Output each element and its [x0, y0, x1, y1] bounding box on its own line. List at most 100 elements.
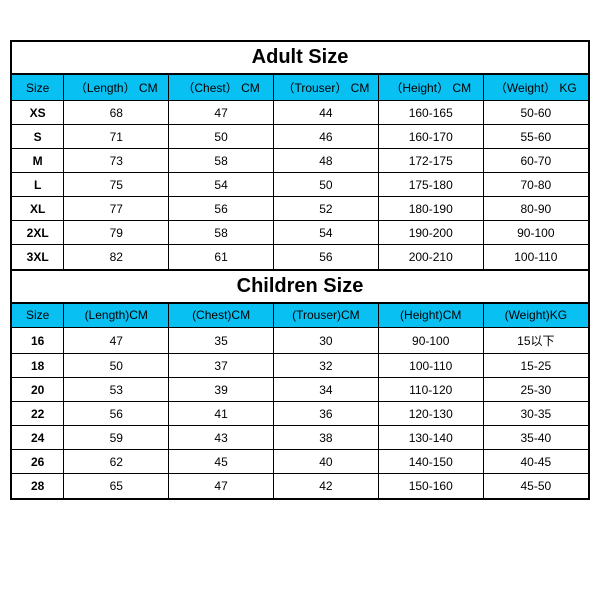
cell: 15以下 — [483, 328, 588, 354]
cell: 39 — [169, 378, 274, 402]
adult-header-row: Size （Length） CM （Chest） CM （Trouser） CM… — [12, 75, 588, 101]
cell: 62 — [64, 450, 169, 474]
cell: 175-180 — [378, 173, 483, 197]
cell: 82 — [64, 245, 169, 269]
table-row: 18503732100-11015-25 — [12, 354, 588, 378]
cell: 180-190 — [378, 197, 483, 221]
table-row: L755450175-18070-80 — [12, 173, 588, 197]
cell: 79 — [64, 221, 169, 245]
cell: 70-80 — [483, 173, 588, 197]
cell: 50 — [273, 173, 378, 197]
cell: 16 — [12, 328, 64, 354]
cell: 150-160 — [378, 474, 483, 498]
table-row: 2XL795854190-20090-100 — [12, 221, 588, 245]
col-trouser: (Trouser)CM — [273, 304, 378, 328]
col-height: （Height） CM — [378, 75, 483, 101]
cell: 22 — [12, 402, 64, 426]
cell: 90-100 — [378, 328, 483, 354]
cell: 25-30 — [483, 378, 588, 402]
col-weight: (Weight)KG — [483, 304, 588, 328]
cell: 53 — [64, 378, 169, 402]
cell: 28 — [12, 474, 64, 498]
table-row: 20533934110-12025-30 — [12, 378, 588, 402]
table-row: 1647353090-10015以下 — [12, 328, 588, 354]
adult-size-title: Adult Size — [12, 42, 588, 75]
cell: 56 — [273, 245, 378, 269]
table-row: 26624540140-15040-45 — [12, 450, 588, 474]
cell: 71 — [64, 125, 169, 149]
cell: 47 — [64, 328, 169, 354]
col-length: (Length)CM — [64, 304, 169, 328]
size-chart-page: Adult Size Size （Length） CM （Chest） CM （… — [0, 0, 600, 600]
table-row: S715046160-17055-60 — [12, 125, 588, 149]
cell: 41 — [169, 402, 274, 426]
cell: 24 — [12, 426, 64, 450]
cell: 32 — [273, 354, 378, 378]
cell: 20 — [12, 378, 64, 402]
cell: 50 — [169, 125, 274, 149]
cell: 3XL — [12, 245, 64, 269]
col-trouser: （Trouser） CM — [273, 75, 378, 101]
cell: 18 — [12, 354, 64, 378]
table-row: 28654742150-16045-50 — [12, 474, 588, 498]
table-row: 24594338130-14035-40 — [12, 426, 588, 450]
cell: 43 — [169, 426, 274, 450]
cell: S — [12, 125, 64, 149]
col-chest: (Chest)CM — [169, 304, 274, 328]
cell: 44 — [273, 101, 378, 125]
cell: 110-120 — [378, 378, 483, 402]
cell: 52 — [273, 197, 378, 221]
cell: 2XL — [12, 221, 64, 245]
cell: 30-35 — [483, 402, 588, 426]
cell: 45 — [169, 450, 274, 474]
cell: 42 — [273, 474, 378, 498]
cell: 34 — [273, 378, 378, 402]
col-height: (Height)CM — [378, 304, 483, 328]
cell: 200-210 — [378, 245, 483, 269]
children-header-row: Size (Length)CM (Chest)CM (Trouser)CM (H… — [12, 304, 588, 328]
cell: 50-60 — [483, 101, 588, 125]
cell: 73 — [64, 149, 169, 173]
col-chest: （Chest） CM — [169, 75, 274, 101]
cell: XS — [12, 101, 64, 125]
cell: 172-175 — [378, 149, 483, 173]
table-row: 22564136120-13030-35 — [12, 402, 588, 426]
cell: 75 — [64, 173, 169, 197]
cell: L — [12, 173, 64, 197]
cell: 59 — [64, 426, 169, 450]
cell: 90-100 — [483, 221, 588, 245]
cell: 35-40 — [483, 426, 588, 450]
cell: 130-140 — [378, 426, 483, 450]
cell: 40 — [273, 450, 378, 474]
cell: 35 — [169, 328, 274, 354]
cell: 100-110 — [378, 354, 483, 378]
cell: 56 — [169, 197, 274, 221]
children-size-table: Size (Length)CM (Chest)CM (Trouser)CM (H… — [12, 304, 588, 498]
table-row: M735848172-17560-70 — [12, 149, 588, 173]
adult-size-table: Size （Length） CM （Chest） CM （Trouser） CM… — [12, 75, 588, 269]
cell: 40-45 — [483, 450, 588, 474]
col-length: （Length） CM — [64, 75, 169, 101]
cell: 47 — [169, 101, 274, 125]
cell: 38 — [273, 426, 378, 450]
cell: 160-170 — [378, 125, 483, 149]
cell: 80-90 — [483, 197, 588, 221]
cell: XL — [12, 197, 64, 221]
cell: 45-50 — [483, 474, 588, 498]
cell: 15-25 — [483, 354, 588, 378]
col-weight: （Weight） KG — [483, 75, 588, 101]
table-row: XL775652180-19080-90 — [12, 197, 588, 221]
cell: 50 — [64, 354, 169, 378]
cell: 160-165 — [378, 101, 483, 125]
cell: 77 — [64, 197, 169, 221]
cell: 120-130 — [378, 402, 483, 426]
cell: 54 — [273, 221, 378, 245]
cell: 58 — [169, 149, 274, 173]
cell: 36 — [273, 402, 378, 426]
cell: 54 — [169, 173, 274, 197]
chart-box: Adult Size Size （Length） CM （Chest） CM （… — [10, 40, 590, 500]
cell: 68 — [64, 101, 169, 125]
cell: 30 — [273, 328, 378, 354]
cell: M — [12, 149, 64, 173]
cell: 48 — [273, 149, 378, 173]
